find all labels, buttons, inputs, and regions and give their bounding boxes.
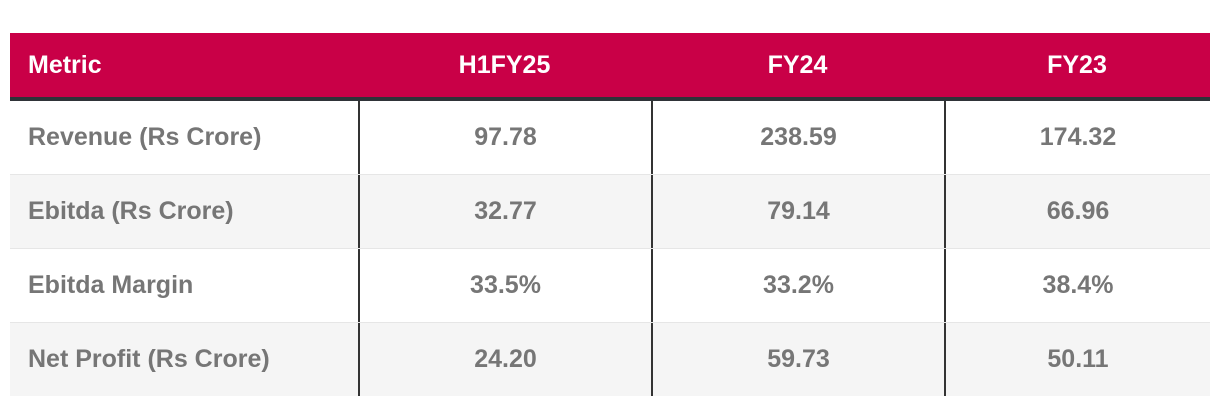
header-cell-h1fy25: H1FY25: [458, 50, 551, 79]
metric-label: Ebitda (Rs Crore): [28, 197, 234, 225]
value-cell: 59.73: [651, 323, 944, 396]
table-header-row: Metric H1FY25 FY24 FY23: [10, 33, 1210, 101]
value-cell: 79.14: [651, 175, 944, 248]
value-cell: 238.59: [651, 101, 944, 174]
table-row-ebitda: Ebitda (Rs Crore) 32.77 79.14 66.96: [10, 174, 1210, 248]
value-cell: 174.32: [944, 101, 1210, 174]
value-cell: 32.77: [358, 175, 651, 248]
table-row-revenue: Revenue (Rs Crore) 97.78 238.59 174.32: [10, 101, 1210, 174]
value-cell: 33.2%: [651, 249, 944, 322]
metric-label: Net Profit (Rs Crore): [28, 345, 270, 373]
value-cell: 24.20: [358, 323, 651, 396]
metric-label: Revenue (Rs Crore): [28, 123, 262, 151]
metric-label: Ebitda Margin: [28, 271, 194, 299]
value-cell: 38.4%: [944, 249, 1210, 322]
table-row-ebitda-margin: Ebitda Margin 33.5% 33.2% 38.4%: [10, 248, 1210, 322]
value-cell: 33.5%: [358, 249, 651, 322]
value-cell: 66.96: [944, 175, 1210, 248]
value-cell: 50.11: [944, 323, 1210, 396]
header-cell-fy24: FY24: [767, 50, 828, 79]
header-cell-fy23: FY23: [1047, 50, 1107, 79]
header-cell-metric: Metric: [28, 50, 102, 79]
financials-table: Metric H1FY25 FY24 FY23 Revenue (Rs Cror…: [10, 33, 1210, 396]
table-row-net-profit: Net Profit (Rs Crore) 24.20 59.73 50.11: [10, 322, 1210, 396]
value-cell: 97.78: [358, 101, 651, 174]
